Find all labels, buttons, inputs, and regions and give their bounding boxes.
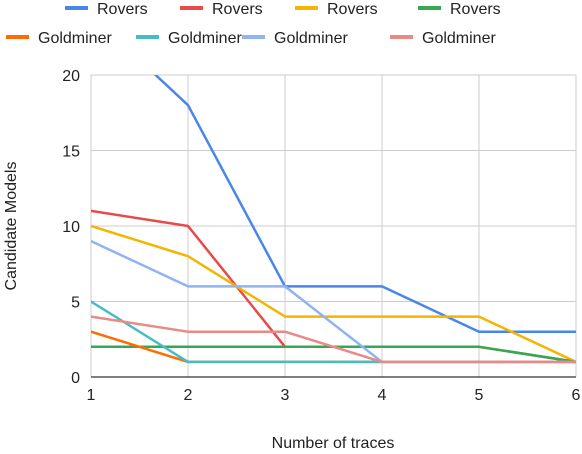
- legend-item-3: Rovers: [295, 1, 378, 18]
- series-lines: [91, 75, 576, 364]
- legend-item-4: Rovers: [418, 1, 501, 18]
- x-tick-label: 6: [572, 387, 581, 404]
- x-tick-label: 2: [184, 387, 193, 404]
- y-tick-label: 20: [62, 68, 80, 85]
- series-line-3: [91, 224, 576, 364]
- legend-label: Rovers: [327, 1, 378, 18]
- series-line-8: [91, 315, 576, 364]
- x-tick-label: 4: [378, 387, 387, 404]
- legend-item-6: Goldminer: [136, 30, 242, 47]
- legend-item-5: Goldminer: [6, 30, 112, 47]
- y-tick-label: 5: [71, 295, 80, 312]
- legend-label: Rovers: [450, 1, 501, 18]
- legend-label: Rovers: [97, 1, 148, 18]
- y-axis-label: Candidate Models: [3, 162, 20, 291]
- legend-item-2: Rovers: [180, 1, 263, 18]
- x-axis-label: Number of traces: [272, 435, 395, 452]
- legend: Rovers Rovers Rovers Rovers Goldminer Goldmin…: [6, 1, 501, 47]
- y-tick-label: 10: [62, 219, 80, 236]
- legend-item-8: Goldminer: [390, 30, 496, 47]
- y-tick-label: 0: [71, 370, 80, 387]
- x-tick-label: 1: [87, 387, 96, 404]
- x-tick-label: 5: [475, 387, 484, 404]
- legend-item-1: Rovers: [65, 1, 148, 18]
- legend-label: Goldminer: [168, 30, 242, 47]
- legend-label: Goldminer: [422, 30, 496, 47]
- legend-label: Rovers: [212, 1, 263, 18]
- legend-item-7: Goldminer: [242, 30, 348, 47]
- x-tick-label: 3: [281, 387, 290, 404]
- y-tick-label: 15: [62, 144, 80, 161]
- legend-label: Goldminer: [38, 30, 112, 47]
- series-line-1: [153, 75, 576, 333]
- legend-label: Goldminer: [274, 30, 348, 47]
- tick-labels: 0 5 10 15 20 1 2 3 4 5 6: [62, 68, 580, 404]
